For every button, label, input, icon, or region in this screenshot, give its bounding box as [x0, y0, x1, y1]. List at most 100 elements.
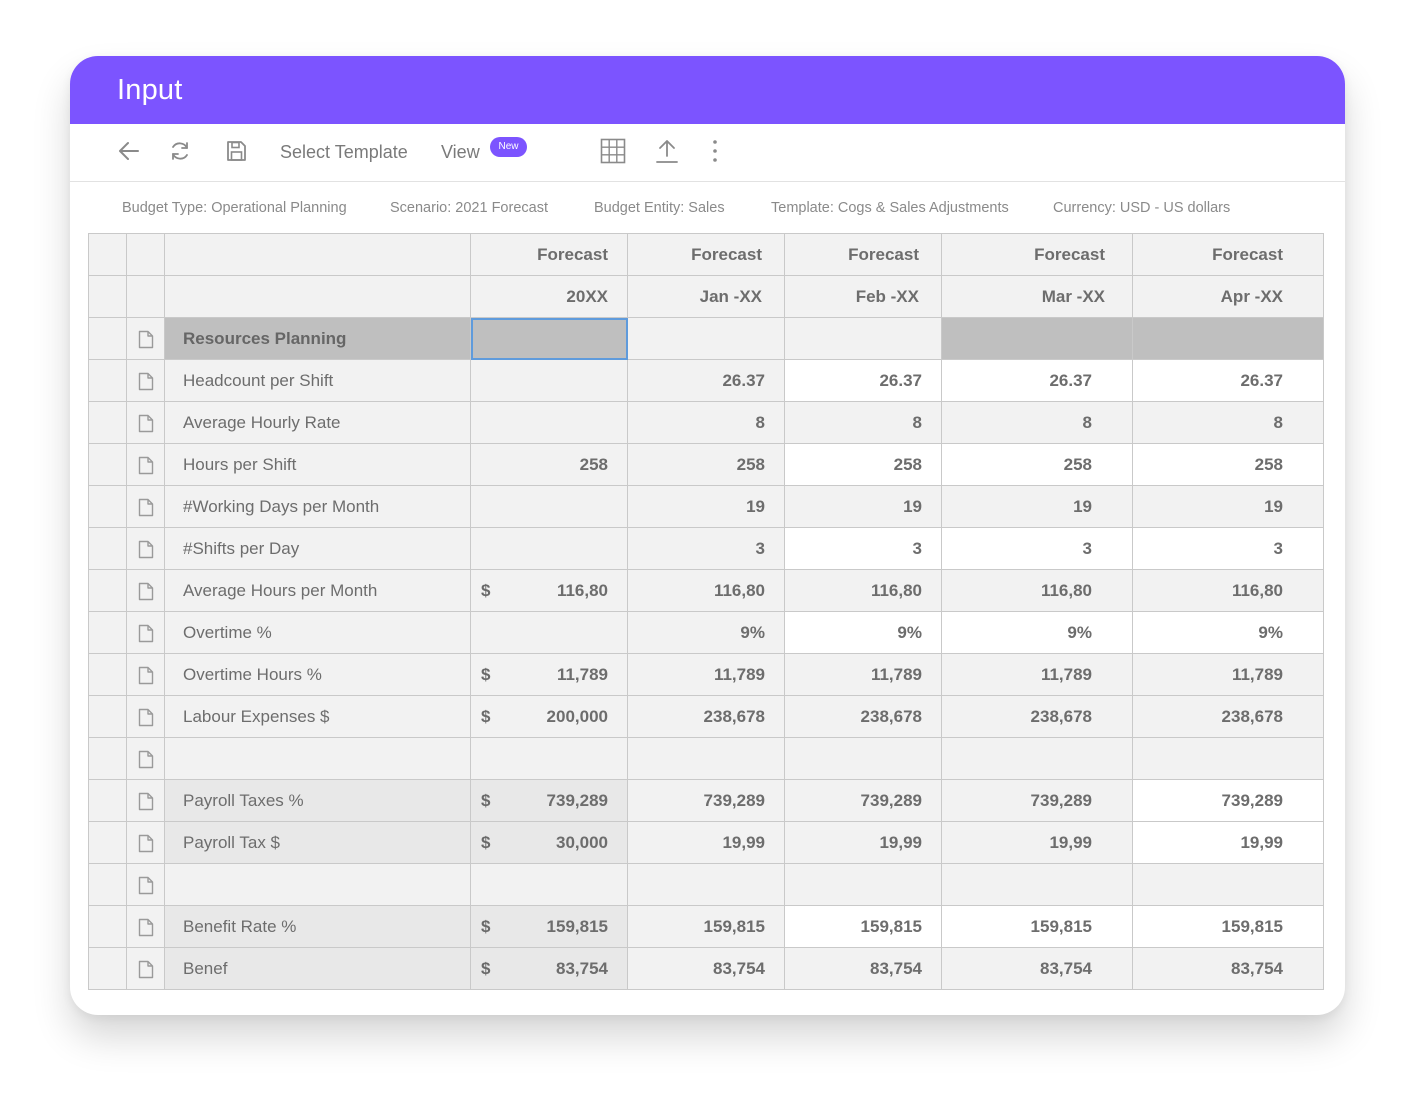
value-cell[interactable]: $739,289: [470, 779, 628, 822]
value-cell[interactable]: 116,80: [1132, 569, 1324, 612]
row-document-cell[interactable]: [126, 611, 165, 654]
value-cell[interactable]: $159,815: [470, 905, 628, 948]
value-cell[interactable]: [784, 863, 942, 906]
save-button[interactable]: [223, 138, 249, 164]
value-cell[interactable]: 19: [941, 485, 1133, 528]
value-cell[interactable]: 238,678: [941, 695, 1133, 738]
value-cell[interactable]: $30,000: [470, 821, 628, 864]
row-document-cell[interactable]: [126, 485, 165, 528]
value-cell[interactable]: 159,815: [627, 905, 785, 948]
value-cell[interactable]: 258: [1132, 443, 1324, 486]
value-cell[interactable]: [941, 737, 1133, 780]
row-document-cell[interactable]: [126, 317, 165, 360]
value-cell[interactable]: [470, 401, 628, 444]
row-document-cell[interactable]: [126, 653, 165, 696]
value-cell[interactable]: 3: [784, 527, 942, 570]
value-cell[interactable]: $11,789: [470, 653, 628, 696]
value-cell[interactable]: 26.37: [784, 359, 942, 402]
value-cell[interactable]: 116,80: [627, 569, 785, 612]
row-selector-cell[interactable]: [88, 695, 127, 738]
row-document-cell[interactable]: [126, 569, 165, 612]
value-cell[interactable]: [470, 527, 628, 570]
row-selector-cell[interactable]: [88, 317, 127, 360]
row-selector-cell[interactable]: [88, 779, 127, 822]
value-cell[interactable]: 739,289: [784, 779, 942, 822]
back-button[interactable]: [116, 138, 142, 164]
value-cell[interactable]: [470, 611, 628, 654]
row-document-cell[interactable]: [126, 905, 165, 948]
value-cell[interactable]: 739,289: [941, 779, 1133, 822]
value-cell[interactable]: 159,815: [784, 905, 942, 948]
value-cell[interactable]: 83,754: [784, 947, 942, 990]
value-cell[interactable]: 26.37: [627, 359, 785, 402]
row-selector-cell[interactable]: [88, 485, 127, 528]
row-selector-cell[interactable]: [88, 905, 127, 948]
value-cell[interactable]: [470, 737, 628, 780]
selected-cell[interactable]: [470, 317, 628, 360]
value-cell[interactable]: 83,754: [941, 947, 1133, 990]
row-selector-cell[interactable]: [88, 359, 127, 402]
value-cell[interactable]: 258: [941, 443, 1133, 486]
value-cell[interactable]: 9%: [1132, 611, 1324, 654]
row-document-cell[interactable]: [126, 821, 165, 864]
value-cell[interactable]: 11,789: [627, 653, 785, 696]
value-cell[interactable]: [1132, 863, 1324, 906]
value-cell[interactable]: 19: [1132, 485, 1324, 528]
value-cell[interactable]: [784, 737, 942, 780]
value-cell[interactable]: [784, 317, 942, 360]
row-selector-cell[interactable]: [88, 863, 127, 906]
value-cell[interactable]: 19: [784, 485, 942, 528]
value-cell[interactable]: 8: [784, 401, 942, 444]
value-cell[interactable]: $83,754: [470, 947, 628, 990]
value-cell[interactable]: 19,99: [627, 821, 785, 864]
row-document-cell[interactable]: [126, 527, 165, 570]
row-selector-cell[interactable]: [88, 527, 127, 570]
row-selector-cell[interactable]: [88, 947, 127, 990]
value-cell[interactable]: 83,754: [1132, 947, 1324, 990]
value-cell[interactable]: 83,754: [627, 947, 785, 990]
value-cell[interactable]: 238,678: [627, 695, 785, 738]
value-cell[interactable]: 19,99: [1132, 821, 1324, 864]
row-document-cell[interactable]: [126, 359, 165, 402]
value-cell[interactable]: 739,289: [1132, 779, 1324, 822]
value-cell[interactable]: 3: [941, 527, 1133, 570]
value-cell[interactable]: [1132, 737, 1324, 780]
value-cell[interactable]: [470, 485, 628, 528]
value-cell[interactable]: 159,815: [941, 905, 1133, 948]
row-selector-cell[interactable]: [88, 653, 127, 696]
value-cell[interactable]: 258: [784, 443, 942, 486]
value-cell[interactable]: 238,678: [1132, 695, 1324, 738]
row-document-cell[interactable]: [126, 401, 165, 444]
value-cell[interactable]: 19,99: [941, 821, 1133, 864]
grid-view-button[interactable]: [599, 137, 627, 165]
select-template-button[interactable]: Select Template: [280, 142, 408, 162]
value-cell[interactable]: 11,789: [941, 653, 1133, 696]
row-selector-cell[interactable]: [88, 569, 127, 612]
value-cell[interactable]: [627, 317, 785, 360]
row-document-cell[interactable]: [126, 779, 165, 822]
value-cell[interactable]: 116,80: [784, 569, 942, 612]
value-cell[interactable]: 8: [627, 401, 785, 444]
row-document-cell[interactable]: [126, 863, 165, 906]
more-options-button[interactable]: [707, 137, 723, 165]
value-cell[interactable]: 3: [1132, 527, 1324, 570]
value-cell[interactable]: 19: [627, 485, 785, 528]
row-selector-cell[interactable]: [88, 737, 127, 780]
row-document-cell[interactable]: [126, 947, 165, 990]
value-cell[interactable]: 8: [1132, 401, 1324, 444]
value-cell[interactable]: [1132, 317, 1324, 360]
refresh-button[interactable]: [167, 138, 193, 164]
row-document-cell[interactable]: [126, 737, 165, 780]
value-cell[interactable]: 26.37: [941, 359, 1133, 402]
row-selector-cell[interactable]: [88, 401, 127, 444]
value-cell[interactable]: 258: [470, 443, 628, 486]
value-cell[interactable]: 9%: [627, 611, 785, 654]
value-cell[interactable]: $200,000: [470, 695, 628, 738]
upload-button[interactable]: [654, 137, 680, 165]
row-selector-cell[interactable]: [88, 821, 127, 864]
row-document-cell[interactable]: [126, 443, 165, 486]
value-cell[interactable]: [470, 863, 628, 906]
value-cell[interactable]: [941, 317, 1133, 360]
value-cell[interactable]: [627, 737, 785, 780]
value-cell[interactable]: [470, 359, 628, 402]
